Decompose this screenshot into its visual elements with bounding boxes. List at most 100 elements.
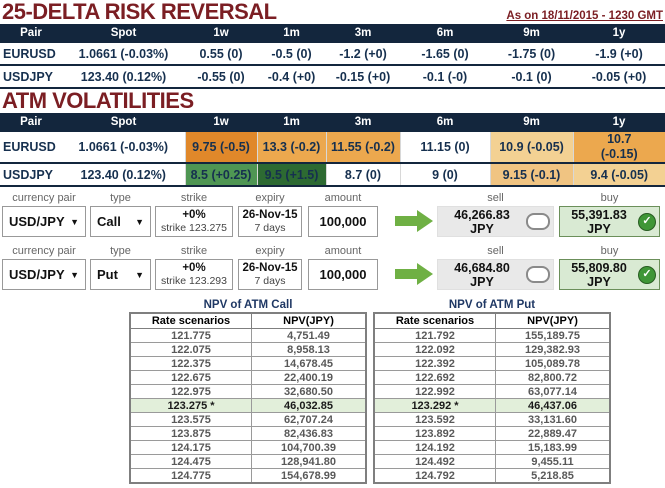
npv-column-header: Rate scenarios [373,312,496,329]
tenor-cell: 9.5 (+1.5) [256,162,326,186]
npv-call-table: Rate scenarios NPV(JPY) 121.775 4,751.49 122… [129,312,367,484]
strike-box[interactable]: +0% strike 123.293 [155,259,233,290]
currency-pair-value: USD/JPY [9,214,65,229]
tenor-cell: -0.4 (+0) [257,64,326,88]
rate-scenario-cell: 124.775 [129,468,252,484]
tenor-cell: 9 (0) [399,162,490,186]
tenor-cell: -1.65 (0) [400,41,490,65]
npv-row: 124.192 15,183.99 [373,440,611,455]
npv-value-cell: 14,678.45 [251,356,367,371]
buy-label: buy [600,245,619,257]
expiry-date: 26-Nov-15 [242,262,298,274]
buy-check-icon[interactable]: ✓ [638,212,656,231]
column-header-1m: 1m [257,24,326,42]
column-header-spot: Spot [62,24,185,42]
option-type-value: Put [97,267,118,282]
sell-value: 46,684.80 JPY [454,260,510,289]
strike-label: strike [180,245,208,257]
expiry-date: 26-Nov-15 [242,209,298,221]
column-header-1m: 1m [257,113,326,131]
amount-input[interactable] [308,259,378,290]
tenor-cell: 11.15 (0) [399,130,490,163]
option-widget-call: currency pair USD/JPY ▼ type Call ▼ stri… [0,192,665,240]
npv-row: 122.975 32,680.50 [129,384,367,399]
currency-pair-label: currency pair [12,245,76,257]
sell-price-box[interactable]: 46,266.83 JPY [437,206,554,237]
npv-column-header: NPV(JPY) [495,312,611,329]
npv-row: 122.092 129,382.93 [373,342,611,357]
chevron-down-icon: ▼ [70,269,79,280]
strike-box[interactable]: +0% strike 123.275 [155,206,233,237]
currency-pair-value: USD/JPY [9,267,65,282]
tenor-cell: 9.15 (-0.1) [489,162,573,186]
atm-volatilities-table: Pair Spot 1w 1m 3m 6m 9m 1y EURUSD 1.0661 (-0.03%… [0,113,665,187]
spot-cell: 1.0661 (-0.03%) [62,41,185,65]
amount-label: amount [324,192,362,204]
option-type-value: Call [97,214,121,229]
tenor-cell: -1.9 (+0) [573,41,665,65]
as-on-timestamp: As on 18/11/2015 - 1230 GMT [506,10,663,22]
npv-column-header: Rate scenarios [129,312,252,329]
chevron-down-icon: ▼ [135,269,144,280]
option-type-select[interactable]: Call ▼ [90,206,151,237]
column-header-3m: 3m [326,113,400,131]
amount-input[interactable] [308,206,378,237]
buy-price-box[interactable]: 55,809.80 JPY ✓ [559,259,660,290]
npv-value-cell: 22,400.19 [251,370,367,385]
npv-row-current: 123.275 * 46,032.85 [129,398,367,413]
npv-row: 122.375 14,678.45 [129,356,367,371]
atm-volatilities-title: ATM VOLATILITIES [2,88,194,113]
npv-value-cell: 4,751.49 [251,328,367,343]
npv-value-cell: 22,889.47 [495,426,611,441]
npv-row: 122.075 8,958.13 [129,342,367,357]
rate-scenario-cell: 123.275 * [129,398,252,413]
rate-scenario-cell: 121.775 [129,328,252,343]
npv-value-cell: 63,077.14 [495,384,611,399]
tenor-cell: -0.05 (+0) [573,64,665,88]
rate-scenario-cell: 124.175 [129,440,252,455]
amount-label: amount [324,245,362,257]
npv-put-title: NPV of ATM Put [448,299,536,311]
option-type-select[interactable]: Put ▼ [90,259,151,290]
tenor-cell: -1.75 (0) [490,41,573,65]
npv-row: 124.175 104,700.39 [129,440,367,455]
tenor-cell: -0.1 (0) [490,64,573,88]
npv-value-cell: 46,032.85 [251,398,367,413]
sell-toggle-unchecked[interactable] [526,213,550,230]
fx-row-usdjpy: USDJPY 123.40 (0.12%) 8.5 (+0.25) 9.5 (+1.5… [0,162,665,186]
currency-pair-label: currency pair [12,192,76,204]
option-widget-put: currency pair USD/JPY ▼ type Put ▼ strik… [0,245,665,293]
rate-scenario-cell: 122.675 [129,370,252,385]
rate-scenario-cell: 122.092 [373,342,496,357]
buy-label: buy [600,192,619,204]
buy-check-icon[interactable]: ✓ [638,265,656,284]
strike-label: strike [180,192,208,204]
rate-scenario-cell: 123.292 * [373,398,496,413]
tenor-cell: 13.3 (-0.2) [256,130,326,163]
npv-row: 124.792 5,218.85 [373,468,611,484]
strike-detail: strike 123.275 [161,222,227,234]
tenor-cell: 9.75 (-0.5) [184,130,257,163]
sell-price-box[interactable]: 46,684.80 JPY [437,259,554,290]
chevron-down-icon: ▼ [135,216,144,227]
npv-atm-put-panel: NPV of ATM Put Rate scenarios NPV(JPY) 121… [373,299,611,484]
expiry-box[interactable]: 26-Nov-15 7 days [238,206,302,237]
npv-section: NPV of ATM Call Rate scenarios NPV(JPY) 12… [0,299,665,484]
sell-toggle-unchecked[interactable] [526,266,550,283]
rate-scenario-cell: 124.792 [373,468,496,484]
tenor-cell: 0.55 (0) [185,41,257,65]
column-header-6m: 6m [400,113,490,131]
rate-scenario-cell: 122.975 [129,384,252,399]
buy-price-box[interactable]: 55,391.83 JPY ✓ [559,206,660,237]
tenor-cell: 8.5 (+0.25) [184,162,257,186]
rate-scenario-cell: 123.892 [373,426,496,441]
expiry-box[interactable]: 26-Nov-15 7 days [238,259,302,290]
npv-value-cell: 9,455.11 [495,454,611,469]
tenor-cell: -0.5 (0) [257,41,326,65]
currency-pair-select[interactable]: USD/JPY ▼ [2,206,86,237]
npv-row: 122.392 105,089.78 [373,356,611,371]
currency-pair-select[interactable]: USD/JPY ▼ [2,259,86,290]
column-header-9m: 9m [490,24,573,42]
expiry-days: 7 days [254,222,286,234]
fx-row-usdjpy: USDJPY 123.40 (0.12%) -0.55 (0) -0.4 (+0) -0… [0,64,665,88]
